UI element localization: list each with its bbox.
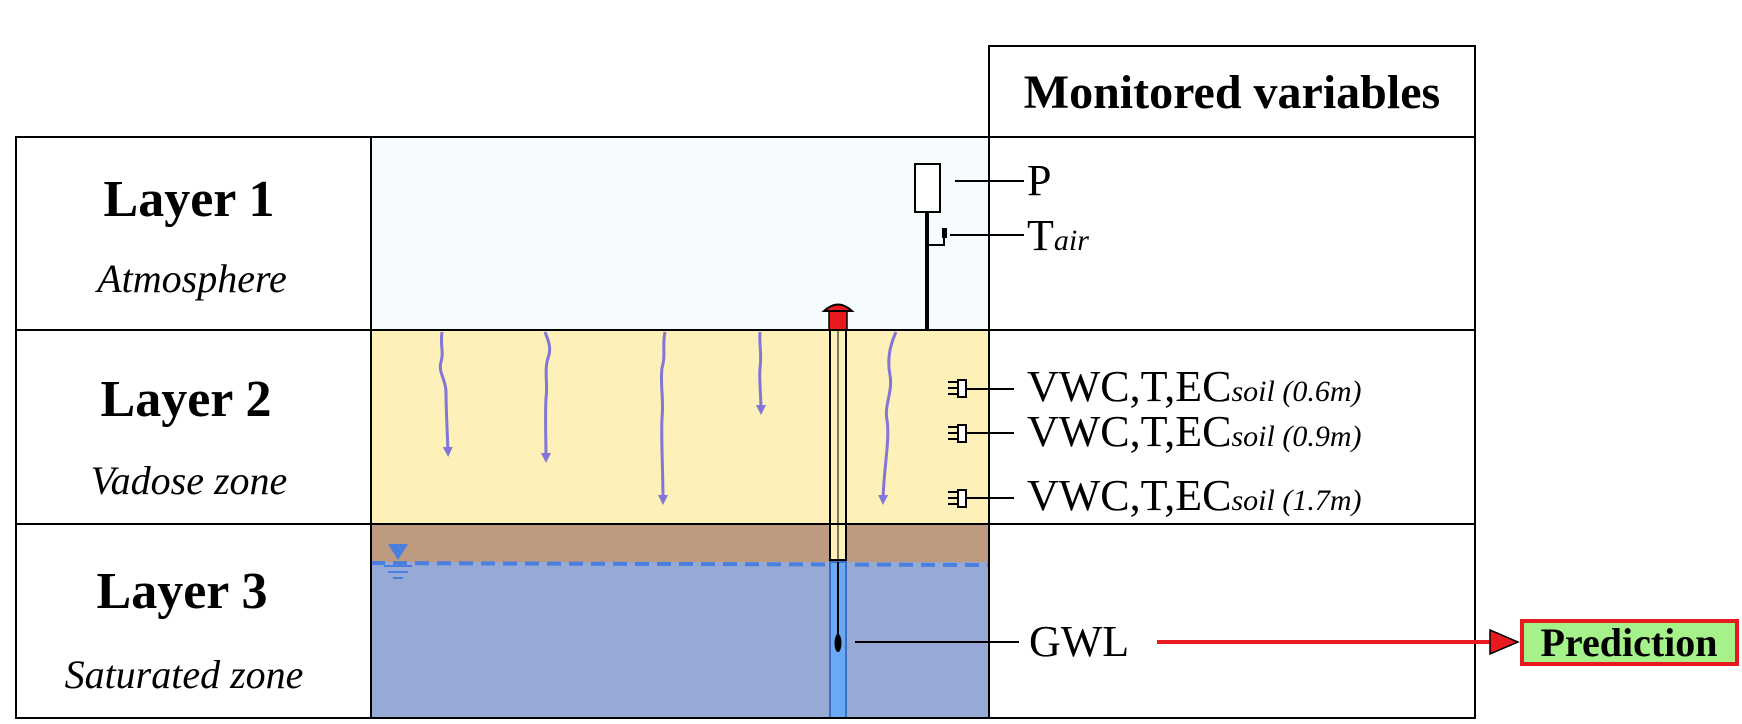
variable-air-temperature-main: T — [1027, 211, 1054, 260]
variable-soil-sub: soil (0.6m) — [1232, 375, 1362, 408]
prediction-arrow-head — [1489, 628, 1520, 656]
infiltration-arrow — [438, 331, 453, 457]
temperature-sensor — [942, 228, 947, 238]
variable-soil-main: VWC,T,EC — [1027, 471, 1232, 520]
variable-soil-0-9m: VWC,T,ECsoil (0.9m) — [1027, 407, 1362, 456]
header-title: Monitored variables — [1024, 66, 1440, 119]
layer-1-subtitle: Atmosphere — [94, 256, 287, 301]
soil-sensor — [948, 489, 967, 508]
infiltration-arrow — [540, 331, 552, 463]
layer-2-subtitle: Vadose zone — [91, 458, 288, 503]
layer-3-subtitle: Saturated zone — [65, 652, 304, 697]
water-table-line — [370, 561, 990, 567]
water-table-symbol — [384, 544, 412, 579]
level-sensor — [834, 634, 842, 652]
infiltration-arrow — [657, 331, 668, 505]
infiltration-arrow — [755, 331, 766, 415]
prediction-box — [1520, 619, 1739, 666]
table-grid — [15, 45, 1476, 719]
variable-air-temperature: Tair — [1027, 211, 1089, 260]
monitoring-well — [821, 303, 855, 719]
well-cap — [828, 309, 848, 331]
layer-3-title: Layer 3 — [97, 563, 268, 620]
variable-soil-sub: soil (1.7m) — [1232, 484, 1362, 517]
saturated-zone — [371, 562, 989, 718]
variable-groundwater-level: GWL — [1029, 617, 1129, 666]
soil-sensor — [948, 379, 967, 398]
infiltration-arrows — [438, 331, 898, 505]
variable-soil-sub: soil (0.9m) — [1232, 420, 1362, 453]
vadose-zone — [371, 330, 989, 524]
variable-soil-main: VWC,T,EC — [1027, 362, 1232, 411]
infiltration-arrow — [878, 331, 898, 505]
rain-gauge — [914, 163, 941, 213]
variable-soil-0-6m: VWC,T,ECsoil (0.6m) — [1027, 362, 1362, 411]
variable-soil-main: VWC,T,EC — [1027, 407, 1232, 456]
variable-air-temperature-sub: air — [1054, 224, 1089, 257]
layer-2-title: Layer 2 — [101, 371, 272, 428]
soil-sensor — [948, 424, 967, 443]
leader-lines — [855, 180, 1024, 643]
weather-station — [914, 163, 947, 330]
atmosphere-zone — [371, 137, 989, 330]
layer-1-title: Layer 1 — [104, 171, 275, 228]
variable-precipitation: P — [1027, 156, 1051, 205]
variable-soil-1-7m: VWC,T,ECsoil (1.7m) — [1027, 471, 1362, 520]
capillary-fringe — [371, 524, 989, 564]
prediction-label: Prediction — [1540, 620, 1717, 665]
